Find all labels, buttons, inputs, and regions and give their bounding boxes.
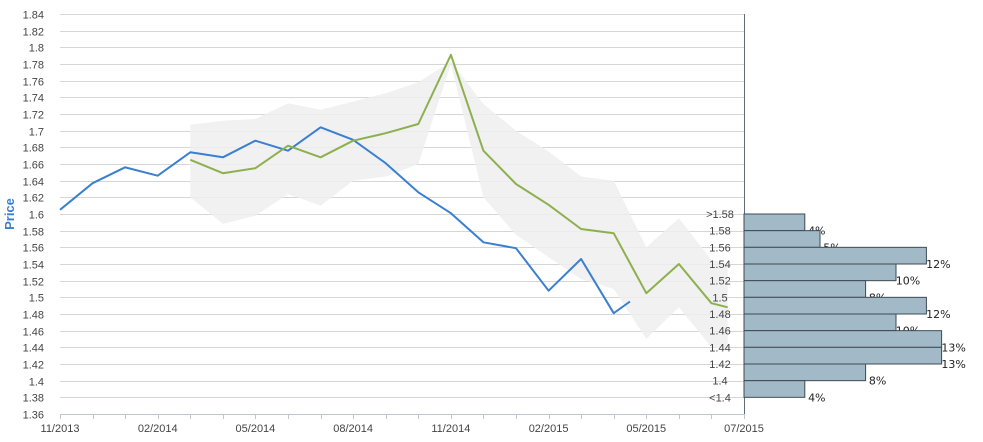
x-tick-label: 05/2015: [626, 423, 666, 435]
x-tick-labels: 11/2013 02/2014 05/2014 08/2014 11/2014 02/20…: [41, 423, 764, 435]
histogram-bin-label: 1.46: [709, 326, 730, 338]
histogram-bar: [743, 363, 867, 382]
y-tick-label: 1.72: [23, 110, 44, 122]
histogram-bin-label: 1.54: [709, 259, 730, 271]
y-axis-label: Price: [2, 198, 17, 230]
histogram-bin-label: 1.56: [709, 242, 730, 254]
histogram-bar: [743, 380, 806, 398]
x-tick-label: 11/2014: [431, 423, 470, 435]
histogram-bar: [743, 246, 927, 265]
histogram-bin-label: 1.52: [709, 276, 730, 288]
y-tick-label: 1.38: [23, 393, 44, 405]
x-tick-label: 11/2013: [41, 423, 80, 435]
x-tick-label: 05/2014: [236, 423, 276, 435]
histogram-bar: [743, 230, 821, 248]
y-tick-label: 1.6: [29, 210, 44, 222]
x-tick-label: 02/2014: [138, 423, 178, 435]
histogram-bin-label: 1.4: [712, 376, 727, 388]
histogram-bin-label: <1.4: [709, 392, 731, 404]
y-tick-label: 1.78: [23, 60, 44, 72]
y-tick-label: 1.4: [29, 377, 44, 389]
histogram-pct-label: 12%: [926, 258, 950, 271]
histogram-pct-label: 13%: [941, 358, 965, 371]
y-tick-label: 1.66: [23, 160, 44, 172]
histogram-bin-label: 1.5: [712, 292, 727, 304]
histogram-pct-label: 4%: [808, 391, 825, 404]
axes: [60, 14, 745, 419]
histogram-bar: [743, 296, 927, 315]
y-tick-label: 1.52: [23, 277, 44, 289]
histogram: >1.584%1.585%1.5612%1.5410%1.528%1.512%1…: [706, 209, 966, 404]
histogram-bar: [743, 263, 897, 282]
histogram-bar: [743, 213, 806, 232]
histogram-pct-label: 12%: [926, 308, 950, 321]
histogram-pct-label: 8%: [869, 375, 886, 388]
histogram-bar: [743, 280, 867, 298]
y-tick-label: 1.48: [23, 310, 44, 322]
y-tick-label: 1.5: [29, 293, 44, 305]
x-tick-label: 08/2014: [333, 423, 373, 435]
y-tick-label: 1.64: [23, 177, 44, 189]
y-tick-labels: 1.36 1.38 1.4 1.42 1.44 1.46 1.48 1.5 1.52 1.54 1.…: [23, 10, 44, 422]
histogram-bar: [743, 313, 897, 332]
y-tick-label: 1.7: [29, 127, 44, 139]
x-tick-label: 07/2015: [724, 423, 764, 435]
y-tick-label: 1.68: [23, 143, 44, 155]
histogram-bar: [743, 346, 943, 365]
y-tick-label: 1.84: [23, 10, 44, 22]
y-tick-label: 1.56: [23, 243, 44, 255]
grid: [60, 14, 744, 398]
y-tick-label: 1.58: [23, 227, 44, 239]
histogram-bin-label: 1.48: [709, 309, 730, 321]
histogram-pct-label: 10%: [896, 275, 920, 288]
x-tick-label: 02/2015: [529, 423, 569, 435]
histogram-bin-label: >1.58: [706, 209, 734, 221]
histogram-bin-label: 1.58: [709, 226, 730, 238]
y-tick-label: 1.82: [23, 27, 44, 39]
y-tick-label: 1.74: [23, 93, 44, 105]
histogram-bar: [743, 330, 943, 348]
y-tick-label: 1.76: [23, 77, 44, 89]
histogram-pct-label: 13%: [941, 341, 965, 354]
histogram-bin-label: 1.44: [709, 342, 730, 354]
y-tick-label: 1.44: [23, 343, 44, 355]
forecast-band: [190, 61, 728, 351]
y-tick-label: 1.54: [23, 260, 44, 272]
y-tick-label: 1.42: [23, 360, 44, 372]
histogram-bin-label: 1.42: [709, 359, 730, 371]
y-tick-label: 1.46: [23, 327, 44, 339]
forecast-band-group: [190, 61, 728, 351]
y-tick-label: 1.62: [23, 193, 44, 205]
series-line-2: [189, 53, 728, 309]
series-group: [59, 53, 728, 315]
y-tick-label: 1.36: [23, 410, 44, 422]
y-tick-label: 1.8: [29, 43, 44, 55]
